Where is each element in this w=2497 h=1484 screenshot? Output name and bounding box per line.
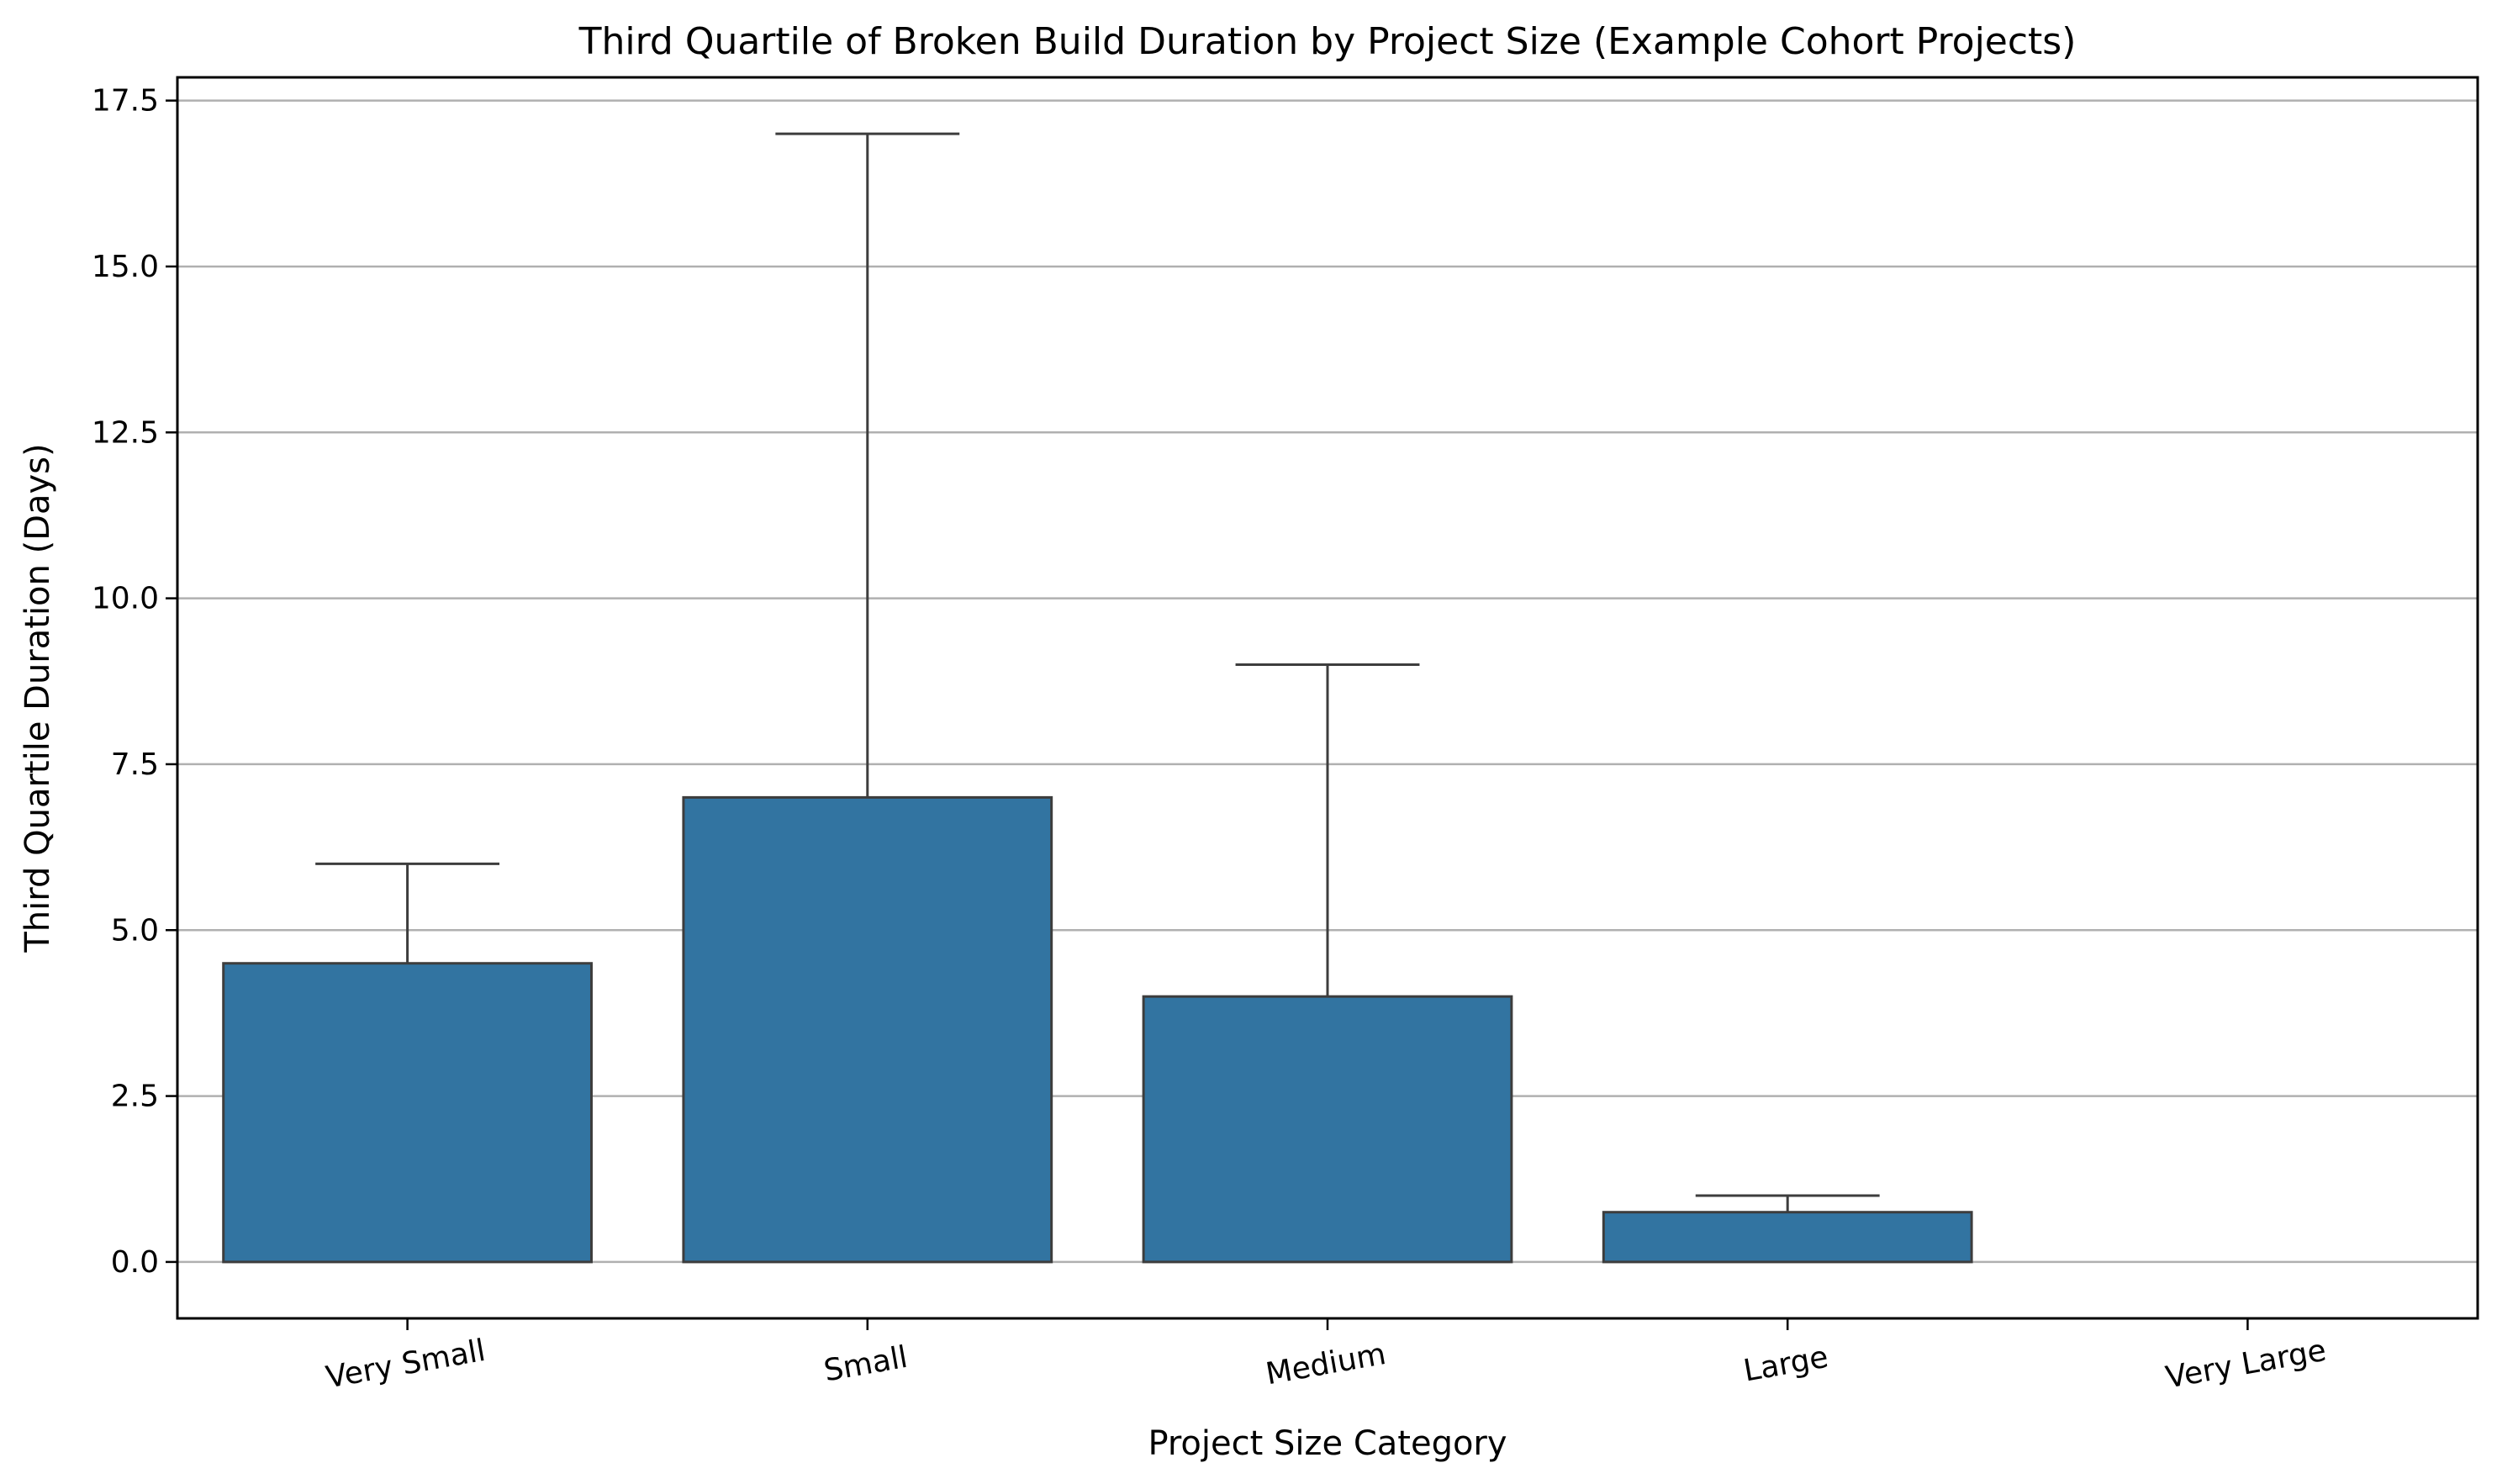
chart-title: Third Quartile of Broken Build Duration …: [578, 20, 2077, 63]
y-tick-label: 0.0: [111, 1245, 159, 1280]
y-axis-label: Third Quartile Duration (Days): [18, 443, 57, 953]
bar-large: [1602, 1211, 1973, 1264]
x-tick-label: Very Large: [2163, 1333, 2329, 1396]
bar-very-small: [222, 962, 593, 1264]
x-tick-label: Small: [821, 1340, 911, 1389]
bars: [222, 795, 1973, 1264]
x-tick-label: Very Small: [324, 1333, 488, 1396]
y-axis: 0.0 2.5 5.0 7.5 10.0 12.5 15.0 17.5: [92, 84, 177, 1280]
x-axis: Very Small Small Medium Large Very Large: [324, 1318, 2329, 1396]
x-axis-label: Project Size Category: [1148, 1424, 1507, 1463]
y-tick-label: 5.0: [111, 913, 159, 948]
y-tick-label: 12.5: [92, 415, 159, 450]
error-bars: [315, 132, 1880, 1212]
x-tick-label: Large: [1741, 1340, 1831, 1389]
y-tick-label: 17.5: [92, 84, 159, 119]
y-tick-label: 10.0: [92, 582, 159, 616]
y-tick-label: 15.0: [92, 250, 159, 284]
bar-small: [682, 795, 1053, 1264]
y-tick-label: 7.5: [111, 747, 159, 782]
bar-medium: [1142, 995, 1513, 1264]
y-tick-label: 2.5: [111, 1080, 159, 1114]
x-tick-label: Medium: [1264, 1337, 1389, 1392]
